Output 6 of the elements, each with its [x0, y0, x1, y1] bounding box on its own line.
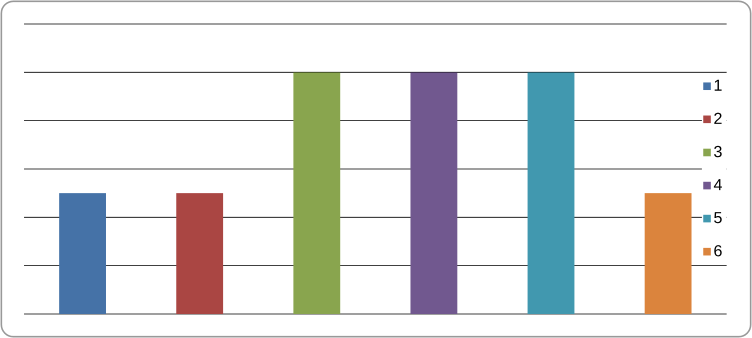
legend-label: 2 [714, 112, 722, 124]
legend-label: 4 [714, 179, 722, 190]
legend-label: 5 [714, 212, 722, 224]
legend-label: 3 [714, 146, 722, 158]
legend-label: 6 [714, 245, 722, 256]
legend-label: 1 [714, 80, 722, 91]
